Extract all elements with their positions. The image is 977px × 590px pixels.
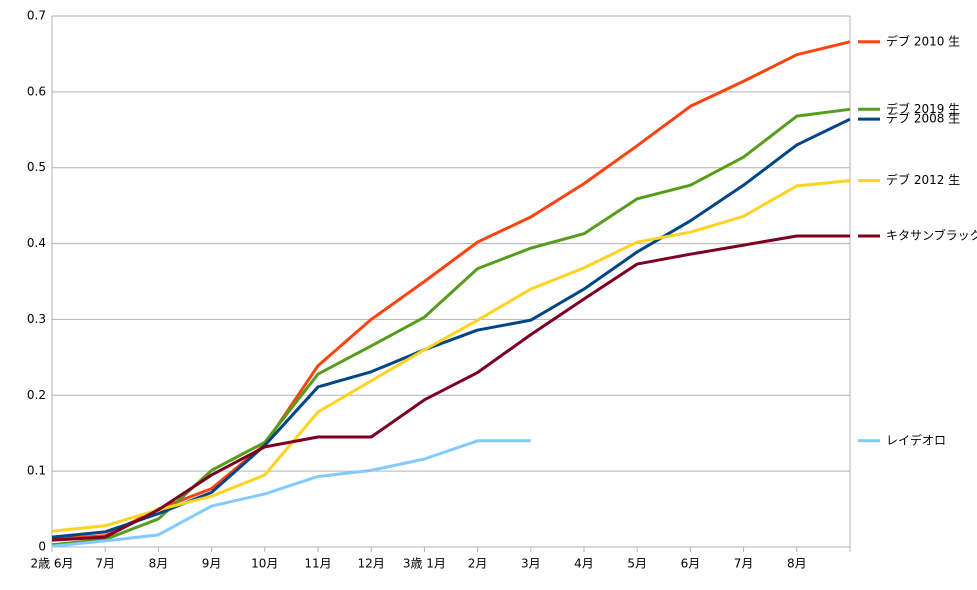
y-tick-label: 0.6 (27, 84, 46, 98)
series-line (51, 40, 851, 541)
x-tick-label: 9月 (202, 557, 222, 571)
x-tick-label: 8月 (149, 557, 169, 571)
legend-label: キタサンブラック (886, 227, 977, 242)
x-tick-label: 10月 (251, 557, 278, 571)
x-tick-label: 7月 (95, 557, 115, 571)
legend-label: デブ 2019 生 (886, 101, 960, 116)
y-tick-label: 0.7 (27, 9, 46, 23)
x-tick-label: 11月 (304, 557, 331, 571)
y-tick-label: 0.1 (27, 464, 46, 478)
x-tick-label: 4月 (574, 557, 594, 571)
series-line (51, 117, 851, 539)
y-tick-label: 0.5 (27, 160, 46, 174)
y-tick-label: 0.2 (27, 388, 46, 402)
x-tick-label: 8月 (787, 557, 807, 571)
series-line (51, 439, 531, 548)
y-tick-label: 0.4 (27, 236, 46, 250)
x-tick-label: 2歳 6月 (30, 557, 73, 571)
series-line (51, 234, 850, 542)
legend-label: レイデオロ (886, 432, 946, 447)
legend-label: デブ 2012 生 (886, 172, 960, 187)
x-tick-label: 5月 (627, 557, 647, 571)
legend-label: デブ 2010 生 (886, 33, 960, 48)
x-tick-label: 3月 (521, 557, 541, 571)
legend-label: デブ 2008 生 (886, 111, 960, 126)
x-tick-label: 7月 (734, 557, 754, 571)
x-tick-label: 12月 (358, 557, 385, 571)
series-line (51, 179, 851, 533)
x-tick-label: 6月 (681, 557, 701, 571)
x-tick-label: 3歳 1月 (403, 557, 446, 571)
y-tick-label: 0.3 (27, 312, 46, 326)
series-line (51, 107, 851, 547)
y-tick-label: 0 (38, 540, 46, 554)
x-tick-label: 2月 (468, 557, 488, 571)
